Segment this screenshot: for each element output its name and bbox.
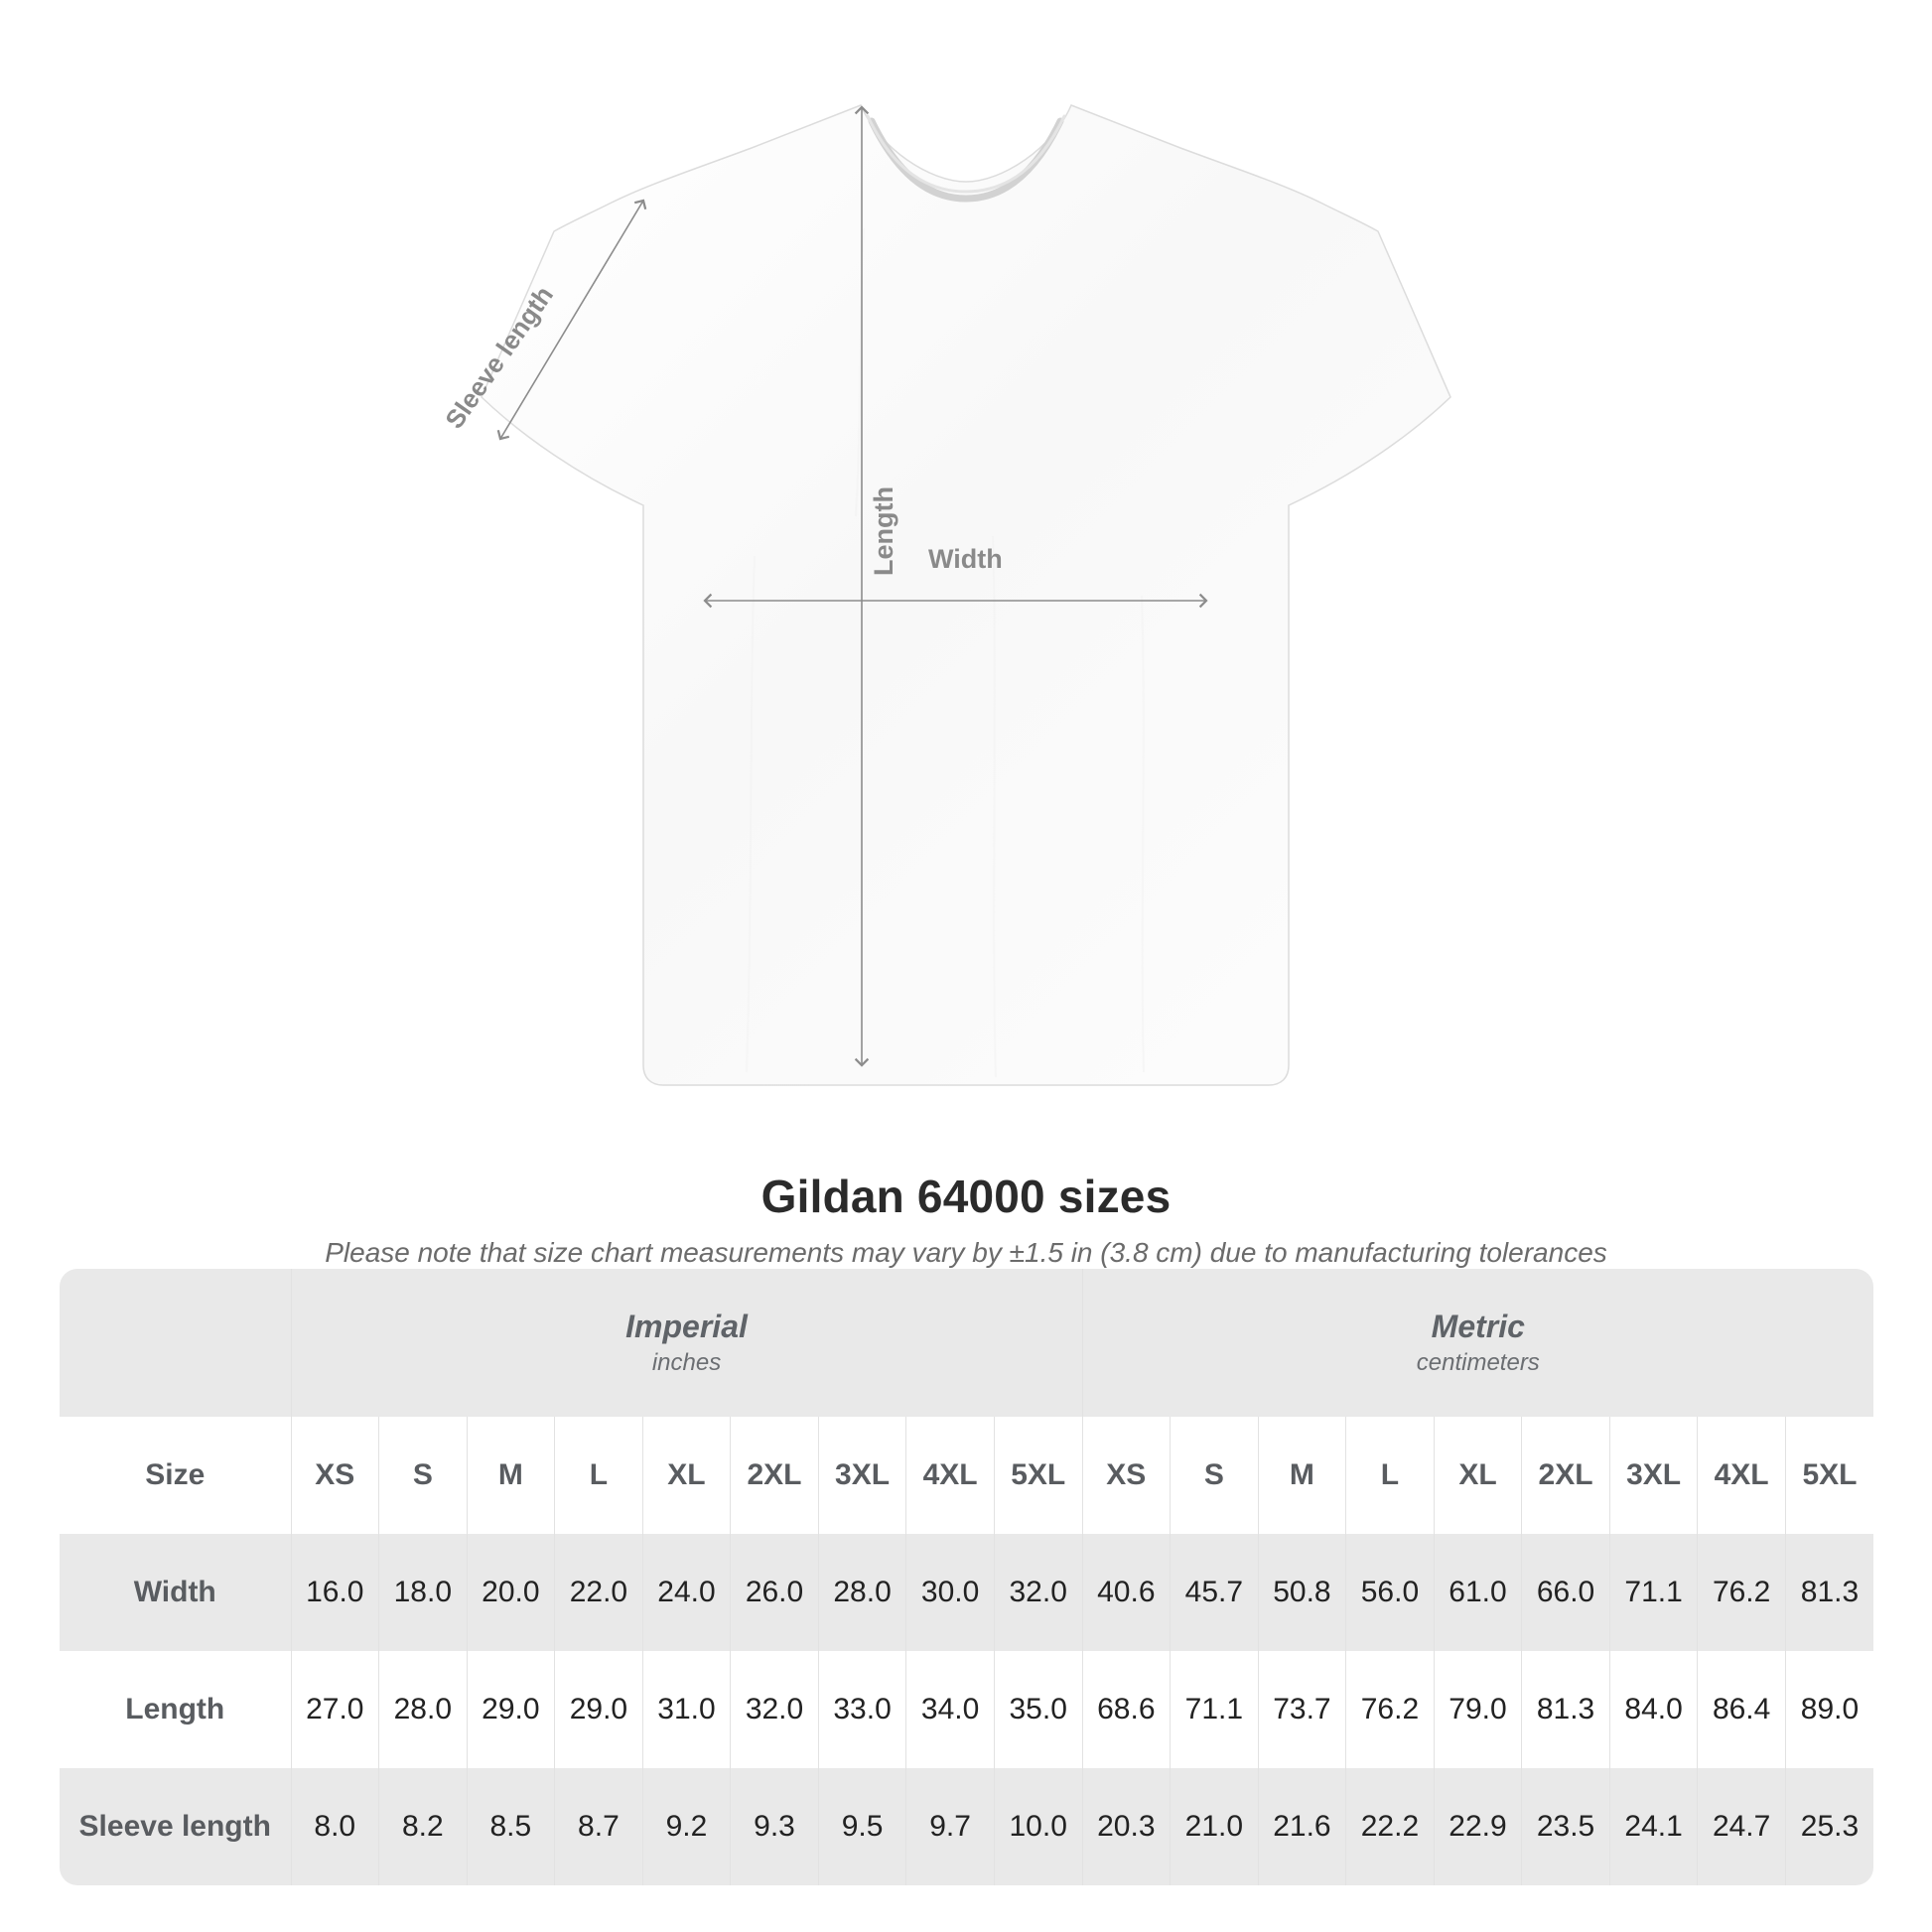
- svg-text:Length: Length: [869, 486, 898, 576]
- svg-text:Width: Width: [928, 544, 1003, 574]
